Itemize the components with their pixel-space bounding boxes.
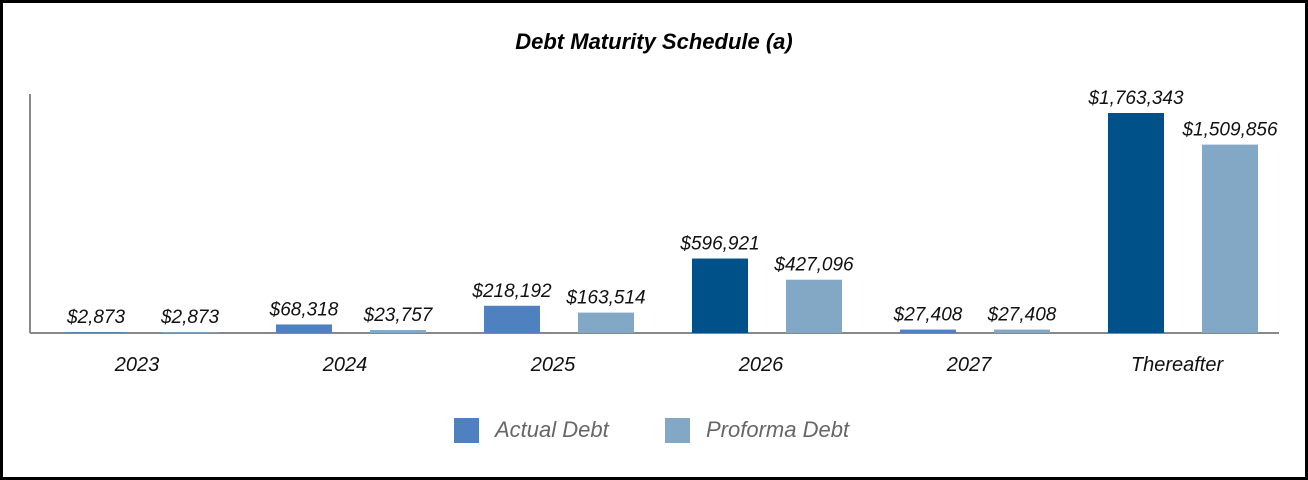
legend: Actual Debt Proforma Debt <box>3 415 1305 445</box>
data-label-actual-2027: $27,408 <box>893 305 963 326</box>
x-tick-label-2026: 2026 <box>738 354 784 376</box>
bar-actual-2026 <box>692 258 748 333</box>
data-label-actual-2023: $2,873 <box>66 307 126 328</box>
x-tick-label-2027: 2027 <box>946 354 992 376</box>
x-tick-label-2023: 2023 <box>114 354 160 376</box>
data-label-actual-2024: $68,318 <box>269 299 339 320</box>
chart-title: Debt Maturity Schedule (a) <box>515 29 793 54</box>
bar-actual-2027 <box>900 329 956 333</box>
bar-proforma-2025 <box>578 312 634 333</box>
bar-actual-2024 <box>276 324 332 333</box>
x-tick-label-2024: 2024 <box>322 354 368 376</box>
x-tick-label-thereafter: Thereafter <box>1131 354 1225 376</box>
legend-label-proforma-debt: Proforma Debt <box>706 417 850 442</box>
bar-proforma-2023 <box>162 332 218 333</box>
data-label-actual-2025: $218,192 <box>471 281 552 302</box>
data-label-proforma-2025: $163,514 <box>565 288 645 309</box>
bar-chart: $2,873 $2,873 2023 $68,318 $23,757 2024 $218,1… <box>29 88 1279 376</box>
x-tick-label-2025: 2025 <box>530 354 576 376</box>
data-label-proforma-2027: $27,408 <box>987 305 1057 326</box>
data-label-proforma-2026: $427,096 <box>773 255 854 276</box>
data-label-actual-2026: $596,921 <box>679 234 759 255</box>
data-label-proforma-2024: $23,757 <box>363 305 434 326</box>
legend-swatch-proforma-debt <box>665 417 690 443</box>
bar-actual-2023 <box>68 332 124 333</box>
data-label-proforma-2023: $2,873 <box>160 307 220 328</box>
bar-actual-thereafter <box>1108 113 1164 333</box>
legend-label-actual-debt: Actual Debt <box>495 417 609 442</box>
bar-proforma-2027 <box>994 329 1050 333</box>
legend-item-actual-debt: Actual Debt <box>454 415 609 445</box>
legend-item-proforma-debt: Proforma Debt <box>665 415 849 445</box>
bar-actual-2025 <box>484 305 540 333</box>
legend-swatch-actual-debt <box>454 417 479 443</box>
bar-proforma-2024 <box>370 330 426 333</box>
data-label-proforma-thereafter: $1,509,856 <box>1181 120 1278 141</box>
bar-proforma-thereafter <box>1202 144 1258 333</box>
bar-proforma-2026 <box>786 279 842 333</box>
data-label-actual-thereafter: $1,763,343 <box>1087 88 1184 109</box>
